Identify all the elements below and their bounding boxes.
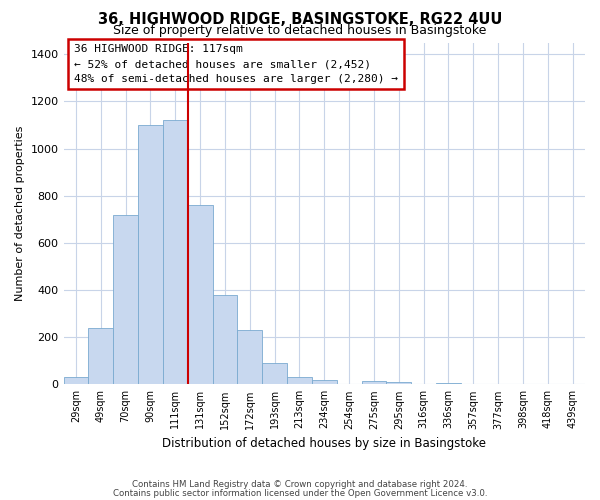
Bar <box>138 125 163 384</box>
Bar <box>262 363 287 384</box>
Text: Contains HM Land Registry data © Crown copyright and database right 2024.: Contains HM Land Registry data © Crown c… <box>132 480 468 489</box>
Bar <box>312 380 337 384</box>
Bar <box>362 381 386 384</box>
Bar <box>386 382 411 384</box>
Bar <box>238 330 262 384</box>
Text: 36, HIGHWOOD RIDGE, BASINGSTOKE, RG22 4UU: 36, HIGHWOOD RIDGE, BASINGSTOKE, RG22 4U… <box>98 12 502 26</box>
X-axis label: Distribution of detached houses by size in Basingstoke: Distribution of detached houses by size … <box>162 437 486 450</box>
Bar <box>113 214 138 384</box>
Text: Size of property relative to detached houses in Basingstoke: Size of property relative to detached ho… <box>113 24 487 37</box>
Bar <box>88 328 113 384</box>
Bar <box>188 205 212 384</box>
Bar <box>64 377 88 384</box>
Text: Contains public sector information licensed under the Open Government Licence v3: Contains public sector information licen… <box>113 488 487 498</box>
Bar <box>212 294 238 384</box>
Text: 36 HIGHWOOD RIDGE: 117sqm
← 52% of detached houses are smaller (2,452)
48% of se: 36 HIGHWOOD RIDGE: 117sqm ← 52% of detac… <box>74 44 398 84</box>
Bar <box>436 383 461 384</box>
Bar <box>163 120 188 384</box>
Y-axis label: Number of detached properties: Number of detached properties <box>15 126 25 301</box>
Bar <box>287 377 312 384</box>
